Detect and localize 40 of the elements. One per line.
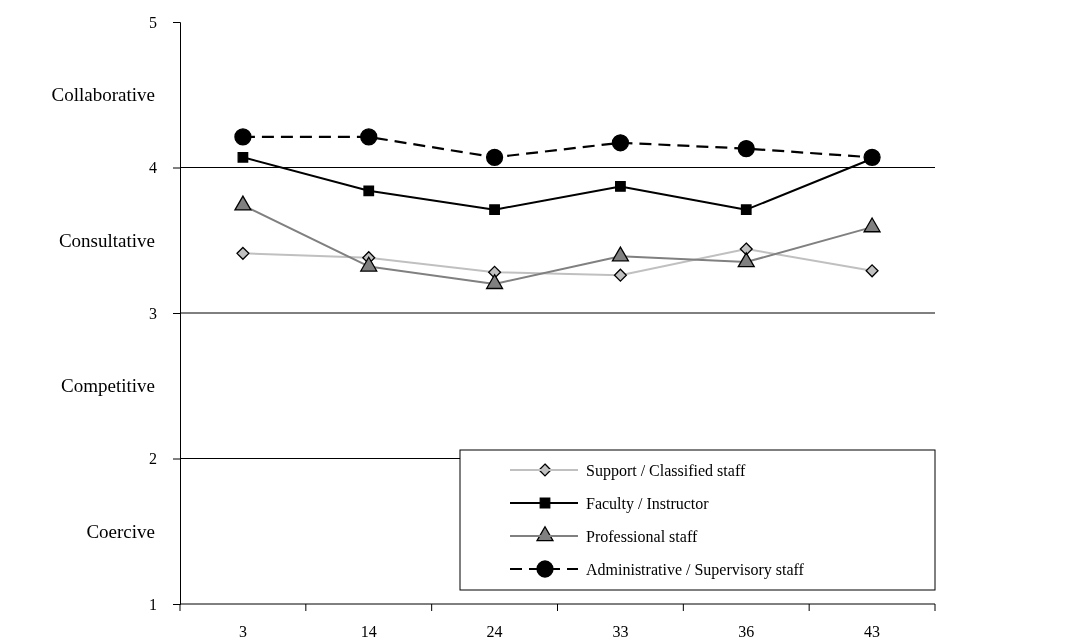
point [611, 246, 630, 262]
legend-label: Faculty / Instructor [586, 494, 710, 513]
x-tick-label: 36 [738, 623, 755, 641]
point [363, 185, 375, 197]
legend-label: Administrative / Supervisory staff [586, 560, 805, 579]
x-tick-label: 3 [238, 623, 247, 641]
point [863, 148, 881, 166]
point [737, 139, 755, 158]
legend-label: Professional staff [586, 527, 698, 545]
point [737, 252, 755, 268]
x-tick-label: 24 [486, 623, 503, 641]
point [485, 148, 504, 166]
point [360, 128, 378, 146]
point [615, 181, 626, 192]
x-tick-label: 43 [864, 623, 881, 641]
y-tick-label: 3 [149, 304, 157, 322]
y-tick-label: 4 [149, 159, 157, 177]
x-tick-label: 33 [612, 623, 629, 641]
text: Competitive [61, 375, 155, 397]
point [863, 217, 881, 233]
text: Consultative [58, 229, 155, 251]
legend-label: Support / Classified staff [586, 461, 746, 480]
text: Coercive [86, 520, 155, 542]
point [865, 264, 879, 278]
y-tick-label: 5 [149, 13, 157, 31]
point [234, 195, 252, 211]
point [360, 256, 378, 272]
point [485, 274, 504, 290]
point [740, 204, 752, 216]
y-tick-label: 1 [149, 595, 157, 613]
point [236, 246, 250, 260]
point [489, 204, 500, 216]
point [611, 134, 630, 152]
y-tick-label: 2 [149, 450, 157, 468]
text: Collaborative [51, 84, 155, 106]
point [739, 242, 753, 256]
x-tick-label: 14 [360, 623, 377, 641]
point [613, 268, 627, 282]
point [234, 128, 252, 146]
point [237, 151, 249, 163]
